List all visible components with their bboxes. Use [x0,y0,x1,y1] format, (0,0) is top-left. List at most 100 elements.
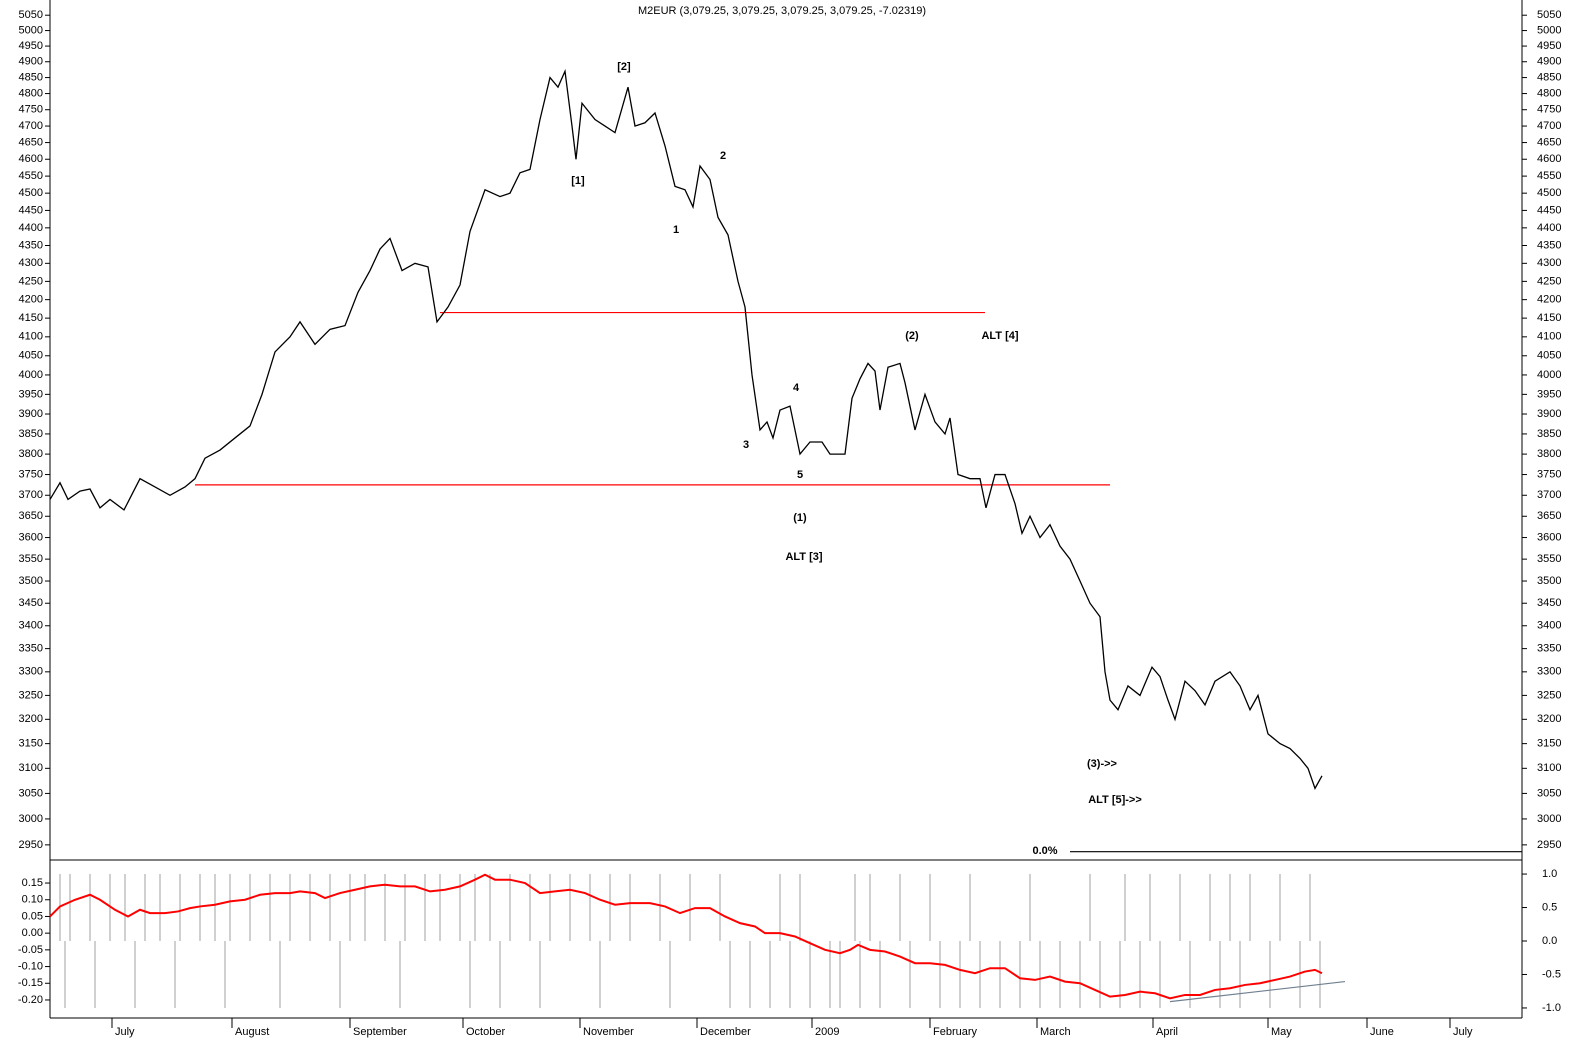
x-tick-label: October [466,1026,505,1038]
x-tick-label: February [933,1026,978,1038]
x-tick-label: June [1370,1026,1394,1038]
y-tick-label: 4650 [19,136,43,148]
y-tick-label: 4750 [1537,104,1561,116]
reference-line [1169,980,1346,1003]
y-tick-label: 3700 [1537,489,1561,501]
y-tick-label: 5000 [19,24,43,36]
annotation: (3)->> [1087,758,1117,770]
y2-tick-label: 0.0 [1542,935,1557,947]
y-tick-label: 3950 [1537,388,1561,400]
y-tick-label: 4750 [19,104,43,116]
y-tick-label: 4900 [1537,56,1561,68]
y-tick-label: 4600 [19,153,43,165]
series-line [49,873,1323,1000]
y-tick-label: 0.15 [22,877,43,889]
y-tick-label: 4900 [19,56,43,68]
y-tick-label: 3850 [1537,428,1561,440]
annotation: ALT [4] [981,330,1018,342]
y-tick-label: 4800 [1537,87,1561,99]
y-tick-label: 3250 [19,689,43,701]
y-tick-label: 4200 [1537,294,1561,306]
y-tick-label: 3900 [1537,408,1561,420]
y-tick-label: 4500 [1537,187,1561,199]
y-tick-label: 3600 [19,531,43,543]
y-tick-label: 3350 [19,643,43,655]
y-tick-label: -0.05 [18,944,43,956]
y-tick-label: 3850 [19,428,43,440]
y-tick-label: 4300 [1537,257,1561,269]
y-tick-label: 4350 [19,239,43,251]
y-tick-label: 3000 [1537,813,1561,825]
y-tick-label: 4050 [19,350,43,362]
y-tick-label: 4500 [19,187,43,199]
y-tick-label: 3650 [19,510,43,522]
x-tick-label: April [1156,1026,1178,1038]
y-tick-label: 4550 [1537,170,1561,182]
y-tick-label: 3250 [1537,689,1561,701]
y-tick-label: 0.05 [22,910,43,922]
y-tick-label: 4250 [19,275,43,287]
x-tick-label: July [1453,1026,1473,1038]
y-tick-label: 3050 [19,787,43,799]
y-tick-label: 4100 [1537,331,1561,343]
y-tick-label: 3750 [19,468,43,480]
y-tick-label: 3550 [1537,553,1561,565]
y-tick-label: 4800 [19,87,43,99]
y-tick-label: 4450 [19,204,43,216]
y-tick-label: 4850 [19,71,43,83]
y-tick-label: 3600 [1537,531,1561,543]
y-tick-label: 4200 [19,294,43,306]
y-tick-label: 3000 [19,813,43,825]
y-tick-label: 4600 [1537,153,1561,165]
y-tick-label: 3400 [1537,620,1561,632]
y-tick-label: 4850 [1537,71,1561,83]
annotation: (1) [793,512,807,524]
x-tick-label: December [700,1026,751,1038]
y-tick-label: 3900 [19,408,43,420]
y-tick-label: 5000 [1537,24,1561,36]
annotation: 5 [797,469,803,481]
y-tick-label: 3100 [1537,762,1561,774]
annotation: (2) [905,330,919,342]
y-tick-label: 4150 [19,312,43,324]
y-tick-label: 4700 [19,120,43,132]
y-tick-label: 3750 [1537,468,1561,480]
annotation: [2] [617,61,631,73]
y-tick-label: 2950 [19,839,43,851]
y2-tick-label: -1.0 [1542,1002,1561,1014]
annotation: 3 [743,439,749,451]
y-tick-label: 4950 [19,40,43,52]
y-tick-label: 3200 [19,713,43,725]
x-tick-label: November [583,1026,634,1038]
y2-tick-label: 1.0 [1542,868,1557,880]
y-tick-label: 4450 [1537,204,1561,216]
y-tick-label: 4000 [1537,369,1561,381]
y-tick-label: 4250 [1537,275,1561,287]
annotation: ALT [5]->> [1088,794,1142,806]
y-tick-label: 3650 [1537,510,1561,522]
y-tick-label: 3300 [1537,666,1561,678]
annotation: ALT [3] [785,551,822,563]
y-tick-label: 3150 [1537,738,1561,750]
y-tick-label: 0.10 [22,894,43,906]
y-tick-label: 4400 [1537,222,1561,234]
y-tick-label: 3700 [19,489,43,501]
annotation: 4 [793,382,800,394]
y-tick-label: 4300 [19,257,43,269]
y-tick-label: 4050 [1537,350,1561,362]
series-line [49,68,1323,790]
y-tick-label: 3950 [19,388,43,400]
y-tick-label: 3500 [1537,575,1561,587]
y-tick-label: 3150 [19,738,43,750]
y-tick-label: 3300 [19,666,43,678]
x-tick-label: 2009 [815,1026,839,1038]
y-tick-label: -0.15 [18,977,43,989]
y-tick-label: 3550 [19,553,43,565]
y-tick-label: 4650 [1537,136,1561,148]
y-tick-label: 3400 [19,620,43,632]
x-tick-label: August [235,1026,269,1038]
y-tick-label: 3500 [19,575,43,587]
y-tick-label: 3450 [19,597,43,609]
